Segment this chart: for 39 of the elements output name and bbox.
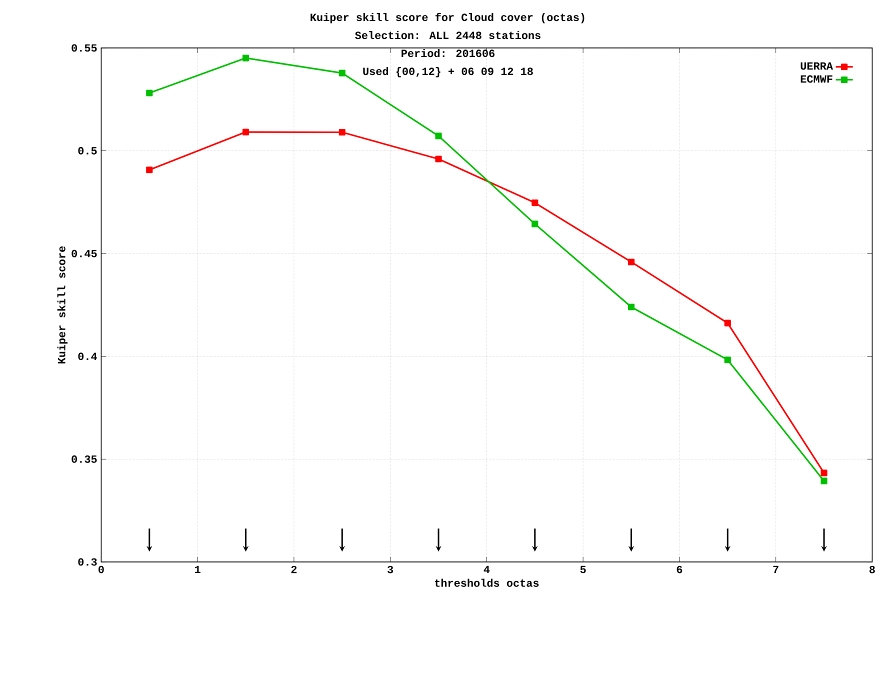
point [820,470,828,476]
y-tick-label: 0.45 [72,250,97,258]
annotation: Period: 201606 [402,49,495,58]
point [338,128,346,136]
annotation: Used {00,12} + 06 09 12 18 [363,67,533,78]
point [628,258,635,266]
point [435,132,442,140]
x-tick-label: 0 [98,566,104,574]
point [628,304,635,310]
point [724,356,731,364]
point [724,320,731,326]
x-tick-label: 1 [195,566,200,574]
y-axis-title: Kuiper skill score [57,246,68,364]
x-tick-label: 6 [676,566,682,574]
legend-label: UERRA [800,62,833,70]
point [146,166,153,174]
y-tick-label: 0.5 [78,147,97,154]
point [532,220,538,228]
chart-title: Kuiper skill score for Cloud cover (octas) [310,12,584,24]
x-tick-label: 5 [580,566,586,574]
point [338,70,346,76]
point [242,54,250,62]
point [435,156,442,162]
legend-label: ECMWF [800,75,832,83]
point [242,128,250,136]
x-tick-label: 3 [388,566,394,574]
x-tick-label: 4 [484,566,490,574]
x-tick-label: 8 [869,566,875,574]
chart-subtitle: Selection: ALL 2448 stations [355,31,540,40]
point [820,478,828,484]
point [146,90,153,96]
y-tick-label: 0.35 [72,455,97,463]
y-tick-label: 0.4 [78,352,98,360]
x-tick-label: 7 [773,566,778,574]
y-tick-label: 0.3 [78,558,97,566]
y-tick-label: 0.55 [72,44,97,52]
x-tick-label: 2 [291,566,297,574]
x-axis-title: thresholds octas [434,578,539,587]
point [532,199,538,206]
